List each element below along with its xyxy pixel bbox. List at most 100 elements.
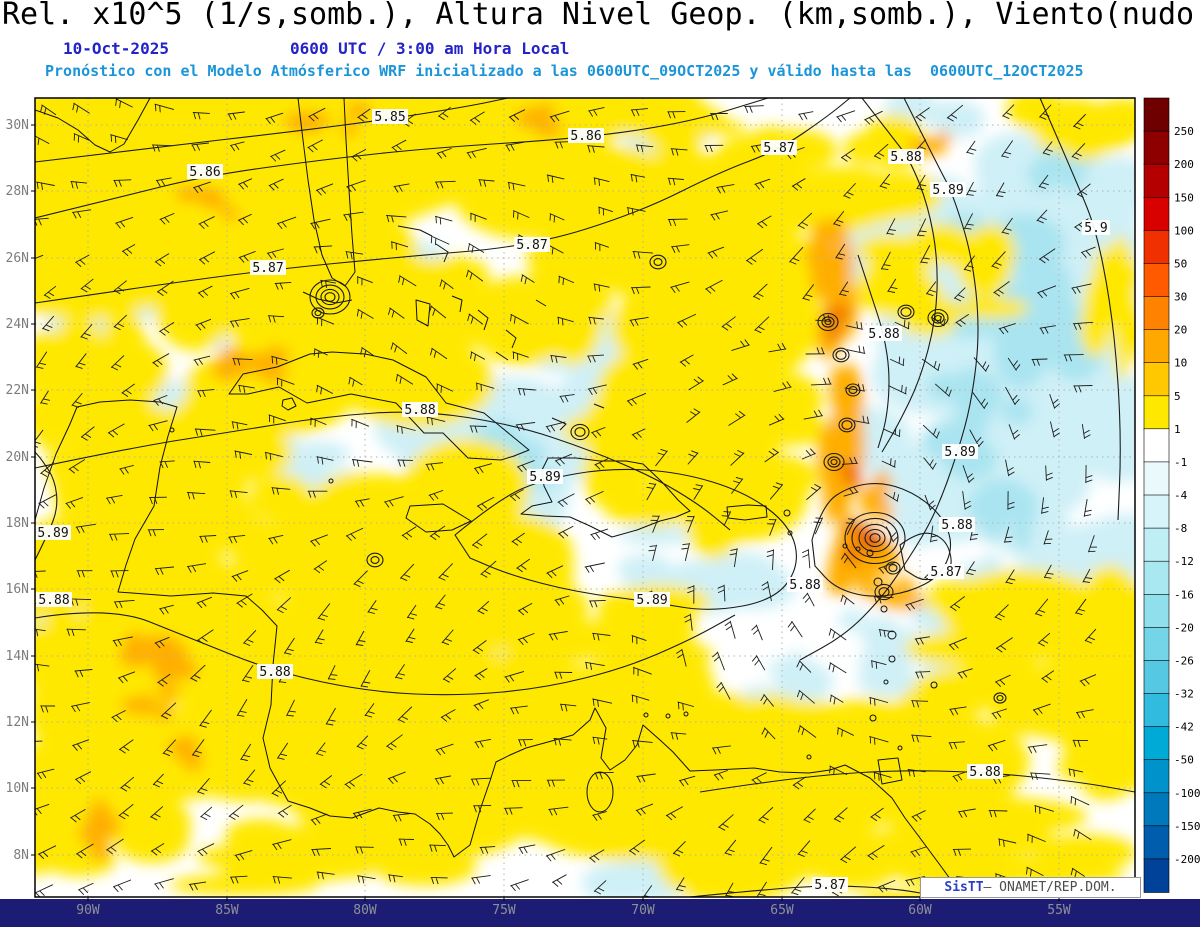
wind-barb xyxy=(430,347,448,360)
watermark-brand: SisTT xyxy=(944,880,984,895)
contour-line xyxy=(35,411,731,531)
wind-barb xyxy=(670,281,690,293)
island xyxy=(888,655,896,663)
wind-barb xyxy=(268,534,284,545)
wind-barb xyxy=(35,740,43,748)
wind-barb xyxy=(724,839,737,856)
wind-barb xyxy=(590,528,609,541)
coastline xyxy=(877,757,903,785)
wind-barb xyxy=(466,147,487,159)
colorbar-segment xyxy=(1143,527,1170,562)
wind-barb xyxy=(264,451,283,461)
wind-barb xyxy=(190,664,206,682)
wind-barb xyxy=(360,347,375,358)
colorbar-tick-label: 200 xyxy=(1174,158,1194,171)
wind-barb xyxy=(554,453,573,466)
wind-barb xyxy=(274,569,290,584)
wind-barb xyxy=(1075,709,1094,719)
vortex-contour xyxy=(574,427,586,437)
wind-barb xyxy=(75,771,92,785)
wind-barb xyxy=(119,464,134,475)
wind-barb xyxy=(995,182,1006,198)
wind-barb xyxy=(768,342,787,353)
wind-barb xyxy=(471,533,488,549)
wind-barb xyxy=(867,845,885,861)
wind-barb xyxy=(557,316,574,326)
colorbar-tick-label: 100 xyxy=(1174,224,1194,237)
wind-barb xyxy=(35,254,44,259)
wind-barb xyxy=(686,408,701,423)
vortex-contour xyxy=(824,318,832,326)
wind-barb xyxy=(1081,424,1091,439)
vortex-contour xyxy=(366,552,384,568)
wind-barb xyxy=(589,599,606,608)
wind-barb xyxy=(952,848,972,856)
wind-barb xyxy=(480,560,497,578)
wind-barb xyxy=(754,178,771,190)
wind-barb xyxy=(878,629,894,638)
wind-barb xyxy=(995,637,1013,653)
wind-barb xyxy=(1004,526,1013,543)
wind-barb xyxy=(75,254,90,267)
wind-barb xyxy=(75,353,87,369)
wind-barb xyxy=(843,486,859,497)
wind-barb xyxy=(327,665,338,680)
lon-label: 75W xyxy=(492,903,516,918)
wind-barb xyxy=(1068,768,1084,777)
wind-barb xyxy=(957,668,973,679)
wind-barb xyxy=(325,707,336,726)
wind-barb xyxy=(265,112,284,125)
wind-barb xyxy=(388,874,403,883)
colorbar-tick-label: -8 xyxy=(1174,522,1187,535)
wind-barb xyxy=(276,216,297,229)
wind-barb xyxy=(151,144,173,152)
vortex-contour xyxy=(324,292,336,302)
wind-barb xyxy=(441,629,454,646)
colorbar-segment xyxy=(1143,395,1170,430)
wind-barb xyxy=(753,283,768,300)
wind-barb xyxy=(435,812,454,821)
vortex-contour xyxy=(851,517,899,559)
wind-barb xyxy=(517,633,535,645)
wind-barb xyxy=(844,383,866,392)
vortex-contour xyxy=(838,417,856,433)
colorbar-tick-label: 150 xyxy=(1174,191,1194,204)
colorbar-segment xyxy=(1143,858,1170,893)
wind-barb xyxy=(107,423,125,438)
wind-barb xyxy=(277,742,288,760)
vortex-contour xyxy=(996,694,1004,702)
wind-barb xyxy=(721,511,732,526)
wind-barb xyxy=(276,377,295,387)
wind-barb xyxy=(1041,497,1049,515)
wind-barb xyxy=(243,769,256,786)
lon-label: 60W xyxy=(908,903,932,918)
island xyxy=(880,605,888,613)
wind-barb xyxy=(106,838,124,855)
wind-barb xyxy=(593,880,607,895)
wind-barb xyxy=(386,215,407,223)
wind-barb xyxy=(66,628,86,637)
wind-barb xyxy=(546,565,564,579)
vortex-contour xyxy=(897,304,915,320)
wind-barb xyxy=(592,736,608,745)
colorbar-segment xyxy=(1143,362,1170,397)
wind-barb xyxy=(1027,744,1048,754)
vortex-contour xyxy=(821,316,835,328)
contour-line xyxy=(454,468,797,610)
wind-barb xyxy=(476,496,495,511)
vortex-contour xyxy=(869,533,881,543)
wind-barb xyxy=(40,390,51,405)
wind-barb xyxy=(667,218,688,227)
wind-barb xyxy=(915,107,930,122)
wind-barb xyxy=(955,314,969,327)
wind-barb xyxy=(885,526,899,543)
wind-barb xyxy=(76,843,94,859)
wind-barb xyxy=(952,770,971,782)
island xyxy=(328,478,334,484)
wind-barb xyxy=(914,636,930,646)
wind-barb xyxy=(238,178,253,190)
wind-barb xyxy=(505,141,525,152)
wind-barb xyxy=(678,775,696,787)
wind-barb xyxy=(1042,141,1053,156)
wind-barb xyxy=(517,603,533,616)
